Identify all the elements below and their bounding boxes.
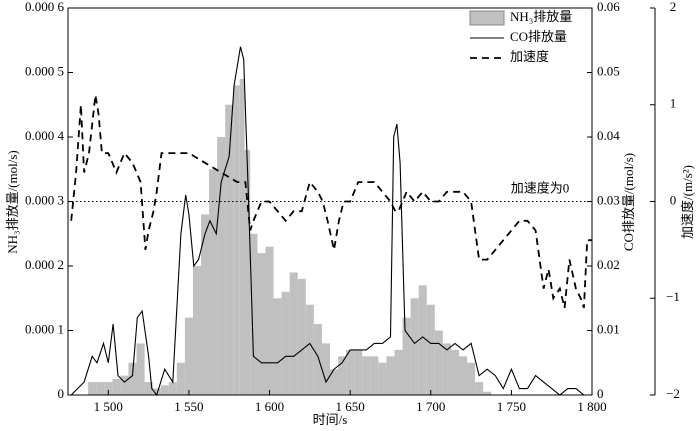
area-bar: [467, 362, 476, 395]
y2-tick-label: 0.02: [597, 257, 620, 272]
area-bar: [244, 149, 251, 395]
x-tick-label: 1 800: [577, 399, 606, 414]
area-bar: [265, 246, 274, 395]
area-bar: [184, 317, 193, 395]
y2-tick-label: 0.05: [597, 63, 620, 78]
area-bar: [410, 298, 419, 395]
y2-tick-label: 0.01: [597, 321, 620, 336]
x-tick-label: 1 700: [416, 399, 445, 414]
x-tick-label: 1 650: [336, 399, 365, 414]
area-bar: [418, 285, 427, 395]
y-tick-label: 0.000 5: [25, 63, 64, 78]
area-bar: [144, 382, 153, 395]
area-bar: [313, 324, 322, 395]
area-bar: [330, 369, 339, 395]
area-bar: [176, 362, 185, 395]
area-bar: [442, 343, 451, 395]
y-tick-label: 0.000 6: [25, 0, 65, 14]
area-bar: [354, 349, 363, 395]
y3-tick-label: −1: [666, 289, 680, 304]
legend-label: CO排放量: [510, 29, 567, 44]
area-bar: [434, 330, 443, 395]
area-bar: [88, 382, 97, 395]
area-bar: [136, 343, 145, 395]
y-tick-label: 0.000 4: [25, 128, 65, 143]
area-bar: [378, 362, 387, 395]
area-bar: [483, 391, 492, 395]
area-bar: [112, 378, 121, 395]
area-bar: [250, 233, 258, 395]
x-tick-label: 1 750: [497, 399, 526, 414]
area-bar: [201, 214, 210, 395]
y-axis-title: NH₃排放量/(mol/s): [5, 150, 20, 253]
area-bar: [386, 356, 395, 395]
area-bar: [209, 169, 218, 395]
area-bar: [160, 385, 169, 395]
y2-axis-title: CO排放量/(mol/s): [621, 153, 636, 251]
area-bar: [289, 272, 298, 395]
area-bar: [402, 317, 411, 395]
y-tick-label: 0.000 2: [25, 257, 64, 272]
area-bar: [96, 382, 105, 395]
area-bar: [394, 349, 403, 395]
area-bar: [321, 343, 330, 395]
y2-tick-label: 0.03: [597, 192, 620, 207]
annotation: 加速度为0: [511, 180, 570, 195]
y2-tick-label: 0.04: [597, 128, 620, 143]
x-tick-label: 1 550: [174, 399, 203, 414]
y3-tick-label: 0: [670, 192, 677, 207]
area-bar: [426, 304, 435, 395]
y3-tick-label: 2: [670, 0, 677, 14]
area-bar: [297, 278, 306, 395]
area-bar: [233, 85, 240, 396]
y3-tick-label: 1: [670, 96, 677, 111]
y2-tick-label: 0: [597, 386, 604, 401]
area-bar: [370, 356, 379, 395]
area-bar: [273, 298, 282, 395]
y-tick-label: 0.000 3: [25, 192, 64, 207]
y-tick-label: 0.000 1: [25, 321, 64, 336]
area-bar: [257, 253, 266, 395]
legend-label: 加速度: [510, 49, 549, 64]
area-bar: [225, 104, 234, 395]
x-tick-label: 1 500: [94, 399, 123, 414]
area-bar: [120, 375, 129, 395]
y2-tick-label: 0.06: [597, 0, 620, 14]
area-bar: [217, 137, 226, 395]
area-bar: [450, 349, 459, 395]
area-bar: [458, 356, 468, 395]
area-bar: [168, 382, 177, 395]
x-axis-title: 时间/s: [313, 412, 348, 427]
legend-swatch: [469, 10, 505, 26]
area-bar: [475, 382, 484, 395]
y3-tick-label: −2: [666, 386, 680, 401]
area-bar: [305, 304, 314, 395]
area-bar: [338, 356, 347, 395]
y-tick-label: 0: [58, 386, 65, 401]
area-bar: [152, 388, 161, 395]
x-tick-label: 1 600: [255, 399, 284, 414]
area-bar: [104, 382, 113, 395]
y3-axis-title: 加速度/(m/s²): [680, 165, 695, 239]
area-bar: [346, 349, 355, 395]
area-bar: [239, 78, 245, 395]
area-bar: [128, 362, 137, 395]
area-bar: [192, 266, 202, 395]
series-line: [70, 46, 592, 397]
legend-label: NH₃排放量: [510, 9, 572, 24]
area-bar: [281, 291, 290, 395]
series-line: [70, 94, 592, 309]
area-bar: [362, 356, 371, 395]
